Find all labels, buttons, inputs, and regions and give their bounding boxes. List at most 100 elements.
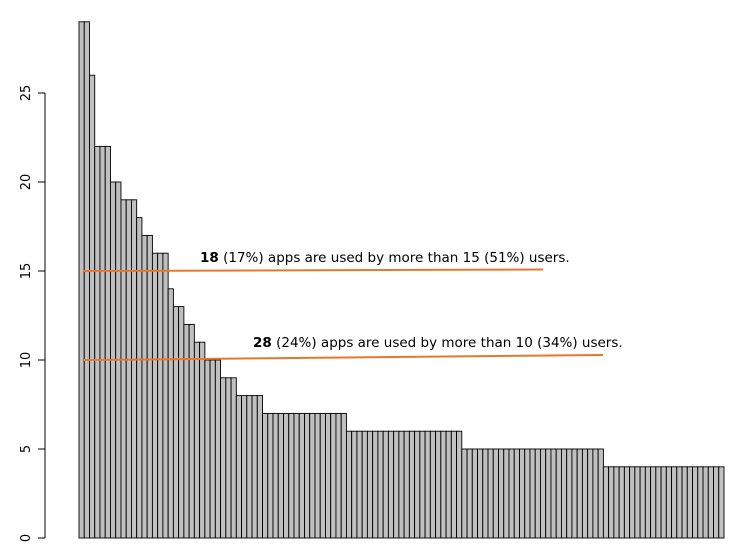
y-tick-label: 20 — [19, 174, 34, 191]
bar — [639, 466, 646, 539]
bar — [283, 412, 290, 539]
bar — [235, 395, 243, 539]
bar — [576, 448, 583, 539]
bar — [382, 430, 389, 539]
bar — [188, 323, 195, 539]
bar — [172, 306, 180, 539]
bar — [419, 430, 426, 539]
bar — [366, 430, 374, 539]
bar — [697, 466, 704, 539]
bar — [718, 466, 725, 539]
bar — [466, 448, 473, 539]
bar — [356, 430, 363, 539]
annotation-bold-count: 28 — [253, 335, 272, 351]
y-tick-label: 15 — [19, 263, 34, 280]
bar — [676, 466, 683, 539]
bar — [220, 377, 227, 539]
bar — [214, 359, 222, 539]
bar — [655, 466, 662, 539]
bar — [319, 412, 326, 539]
bar — [120, 199, 127, 539]
bar — [713, 466, 720, 539]
bar — [325, 412, 332, 539]
bar — [262, 412, 269, 539]
bar — [597, 448, 604, 539]
annotation-bold-count: 18 — [200, 250, 219, 266]
bar — [141, 234, 148, 539]
bar — [393, 430, 400, 539]
bar — [571, 448, 578, 539]
bar — [487, 448, 494, 539]
bar — [529, 448, 536, 539]
bar — [623, 466, 631, 539]
bar — [681, 466, 688, 539]
bar — [560, 448, 568, 539]
bar — [125, 199, 132, 539]
bar — [660, 466, 667, 539]
bar — [634, 466, 641, 539]
bar — [513, 448, 520, 539]
annotation-text: (24%) apps are used by more than 10 (34%… — [272, 335, 623, 351]
bar — [602, 466, 610, 539]
bar — [314, 412, 321, 539]
bar — [707, 466, 714, 539]
y-tick-label: 10 — [19, 352, 34, 369]
bar — [403, 430, 410, 539]
bar — [298, 412, 305, 539]
bar — [157, 252, 164, 539]
bar — [183, 323, 190, 539]
bar — [629, 466, 636, 539]
bar — [618, 466, 625, 539]
bar — [445, 430, 452, 539]
bar — [592, 448, 599, 539]
bar — [246, 395, 253, 539]
bar — [361, 430, 368, 539]
bar — [193, 341, 201, 539]
bar — [83, 21, 90, 539]
bar — [99, 145, 106, 539]
bar — [136, 217, 143, 539]
bar — [503, 448, 510, 539]
bar — [288, 412, 295, 539]
bar — [178, 306, 185, 539]
bar — [309, 412, 316, 539]
bar — [414, 430, 421, 539]
bar — [351, 430, 358, 539]
bar — [387, 430, 395, 539]
bar — [130, 199, 138, 539]
bar — [534, 448, 541, 539]
bar — [545, 448, 552, 539]
bar — [587, 448, 594, 539]
reference-annotation: 28 (24%) apps are used by more than 10 (… — [253, 335, 623, 351]
bar — [424, 430, 431, 539]
bar — [482, 448, 489, 539]
bar — [540, 448, 547, 539]
bar — [167, 288, 174, 539]
bar — [340, 412, 347, 539]
bar — [241, 395, 248, 539]
bar — [450, 430, 458, 539]
bar — [440, 430, 447, 539]
y-tick-label: 0 — [19, 534, 34, 542]
bar — [104, 145, 111, 539]
bar — [519, 448, 526, 539]
bar — [335, 412, 342, 539]
bar — [566, 448, 573, 539]
bar — [230, 377, 237, 539]
bar — [498, 448, 505, 539]
bar — [550, 448, 557, 539]
bar — [398, 430, 405, 539]
bar — [151, 252, 159, 539]
bar — [330, 412, 337, 539]
bar — [204, 359, 211, 539]
bar — [702, 466, 709, 539]
bar — [162, 252, 169, 539]
bar — [345, 430, 353, 539]
annotation-text: (17%) apps are used by more than 15 (51%… — [219, 250, 570, 266]
bar — [456, 430, 463, 539]
bar — [89, 74, 96, 539]
y-tick-label: 25 — [19, 85, 34, 102]
bar — [146, 234, 153, 539]
bar — [199, 341, 206, 539]
bar — [508, 448, 515, 539]
